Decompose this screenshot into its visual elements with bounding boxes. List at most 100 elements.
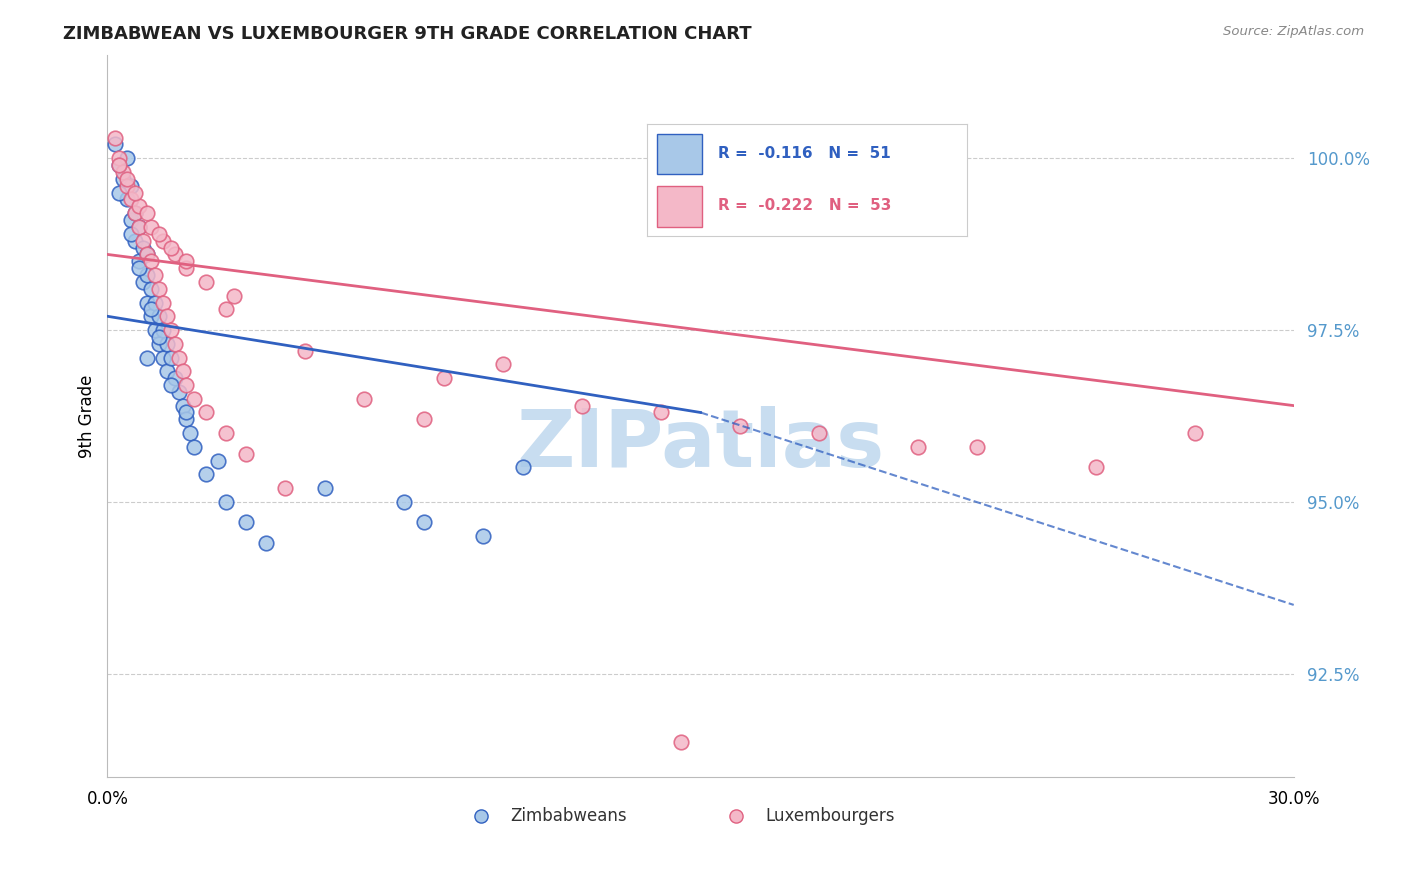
Point [108,158,131,172]
Point [128,261,150,276]
Point [139,310,162,324]
Point [135,295,157,310]
Point [135,247,157,261]
Point [215,495,238,509]
Point [412,516,434,530]
Point [176,405,198,419]
Point [195,467,218,482]
Point [156,336,179,351]
Point [128,219,150,234]
Point [128,254,150,268]
Point [139,282,162,296]
Point [159,351,181,365]
Point [143,323,166,337]
Point [195,405,218,419]
Point [156,364,179,378]
Point [135,206,157,220]
Point [172,399,194,413]
Point [176,254,198,268]
Text: Zimbabweans: Zimbabweans [510,807,627,825]
Point [254,536,277,550]
Point [274,481,297,495]
Point [412,412,434,426]
Point [167,351,190,365]
Point [124,206,146,220]
Y-axis label: 9th Grade: 9th Grade [79,375,96,458]
Point [132,234,155,248]
Point [669,735,692,749]
Point [152,323,174,337]
Point [215,302,238,317]
Point [124,234,146,248]
Point [132,275,155,289]
Point [1085,460,1108,475]
Point [159,241,181,255]
Point [152,295,174,310]
Point [135,247,157,261]
Point [139,219,162,234]
Point [176,378,198,392]
Point [115,151,138,165]
Point [120,178,142,193]
Text: ZIPatlas: ZIPatlas [516,406,884,483]
Point [148,227,170,241]
Point [512,460,534,475]
Point [966,440,988,454]
Point [183,440,205,454]
Point [108,151,131,165]
Point [294,343,316,358]
Point [120,193,142,207]
Point [222,288,245,302]
Point [159,323,181,337]
Point [235,516,257,530]
Point [152,234,174,248]
Point [650,405,672,419]
Point [808,426,831,441]
Text: Luxembourgers: Luxembourgers [766,807,896,825]
Point [143,268,166,282]
Point [163,247,186,261]
Point [176,412,198,426]
Point [148,282,170,296]
Point [152,351,174,365]
Point [353,392,375,406]
Point [139,302,162,317]
Point [728,419,751,434]
Point [183,392,205,406]
Text: ZIMBABWEAN VS LUXEMBOURGER 9TH GRADE CORRELATION CHART: ZIMBABWEAN VS LUXEMBOURGER 9TH GRADE COR… [63,25,752,43]
Point [472,529,495,543]
Point [115,193,138,207]
Point [139,254,162,268]
Point [115,171,138,186]
Point [132,241,155,255]
Point [108,158,131,172]
Point [163,371,186,385]
Point [148,336,170,351]
Point [128,219,150,234]
Point [148,310,170,324]
Point [907,440,929,454]
Point [215,426,238,441]
Point [314,481,336,495]
Point [159,378,181,392]
Point [124,206,146,220]
Text: Source: ZipAtlas.com: Source: ZipAtlas.com [1223,25,1364,38]
Point [167,384,190,399]
Point [120,227,142,241]
Point [392,495,415,509]
Point [124,186,146,200]
Point [432,371,454,385]
Point [120,213,142,227]
Point [1184,426,1206,441]
Point [112,165,135,179]
Point [156,310,179,324]
Point [115,178,138,193]
Point [112,171,135,186]
Point [104,130,127,145]
Point [195,275,218,289]
Point [108,186,131,200]
Point [135,268,157,282]
Point [176,261,198,276]
Point [128,199,150,213]
Point [104,137,127,152]
